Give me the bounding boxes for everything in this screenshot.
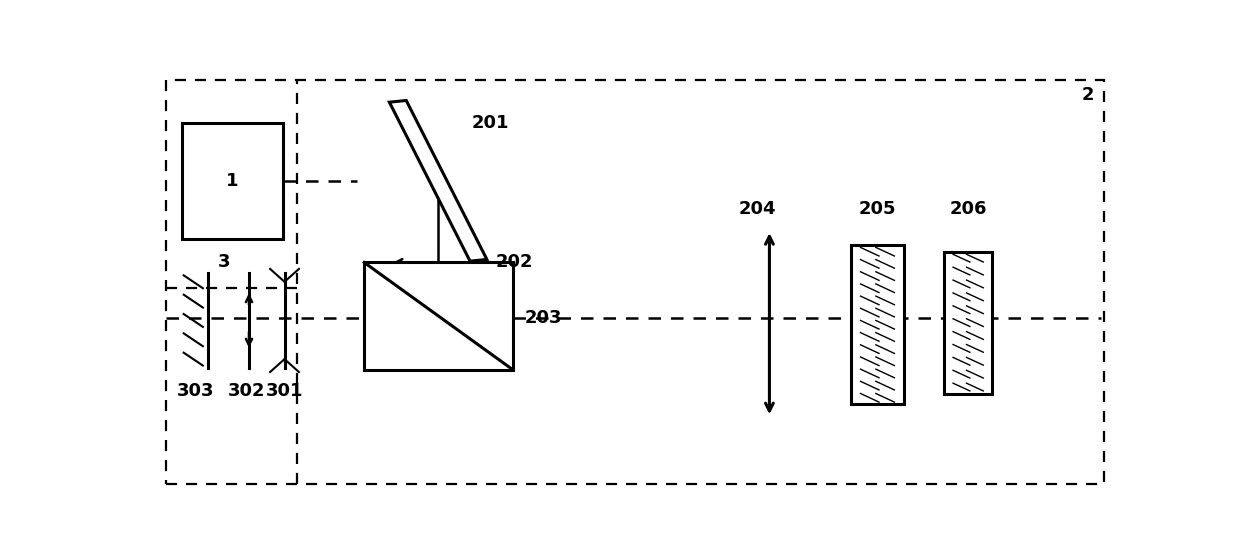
Text: 203: 203 [524, 309, 563, 328]
Text: 2: 2 [1082, 86, 1094, 104]
Text: 303: 303 [176, 382, 214, 400]
Text: 201: 201 [472, 114, 509, 132]
Bar [944, 252, 992, 393]
Bar [182, 123, 282, 239]
Text: 3: 3 [218, 253, 230, 271]
Text: 302: 302 [228, 382, 266, 400]
Text: 1: 1 [227, 172, 239, 190]
Text: 301: 301 [265, 382, 304, 400]
Text: 205: 205 [859, 200, 896, 218]
Bar [851, 246, 904, 404]
Text: 206: 206 [949, 200, 987, 218]
Bar [364, 262, 513, 370]
Polygon shape [389, 100, 487, 261]
Text: 204: 204 [738, 200, 776, 218]
Text: 202: 202 [496, 253, 533, 271]
